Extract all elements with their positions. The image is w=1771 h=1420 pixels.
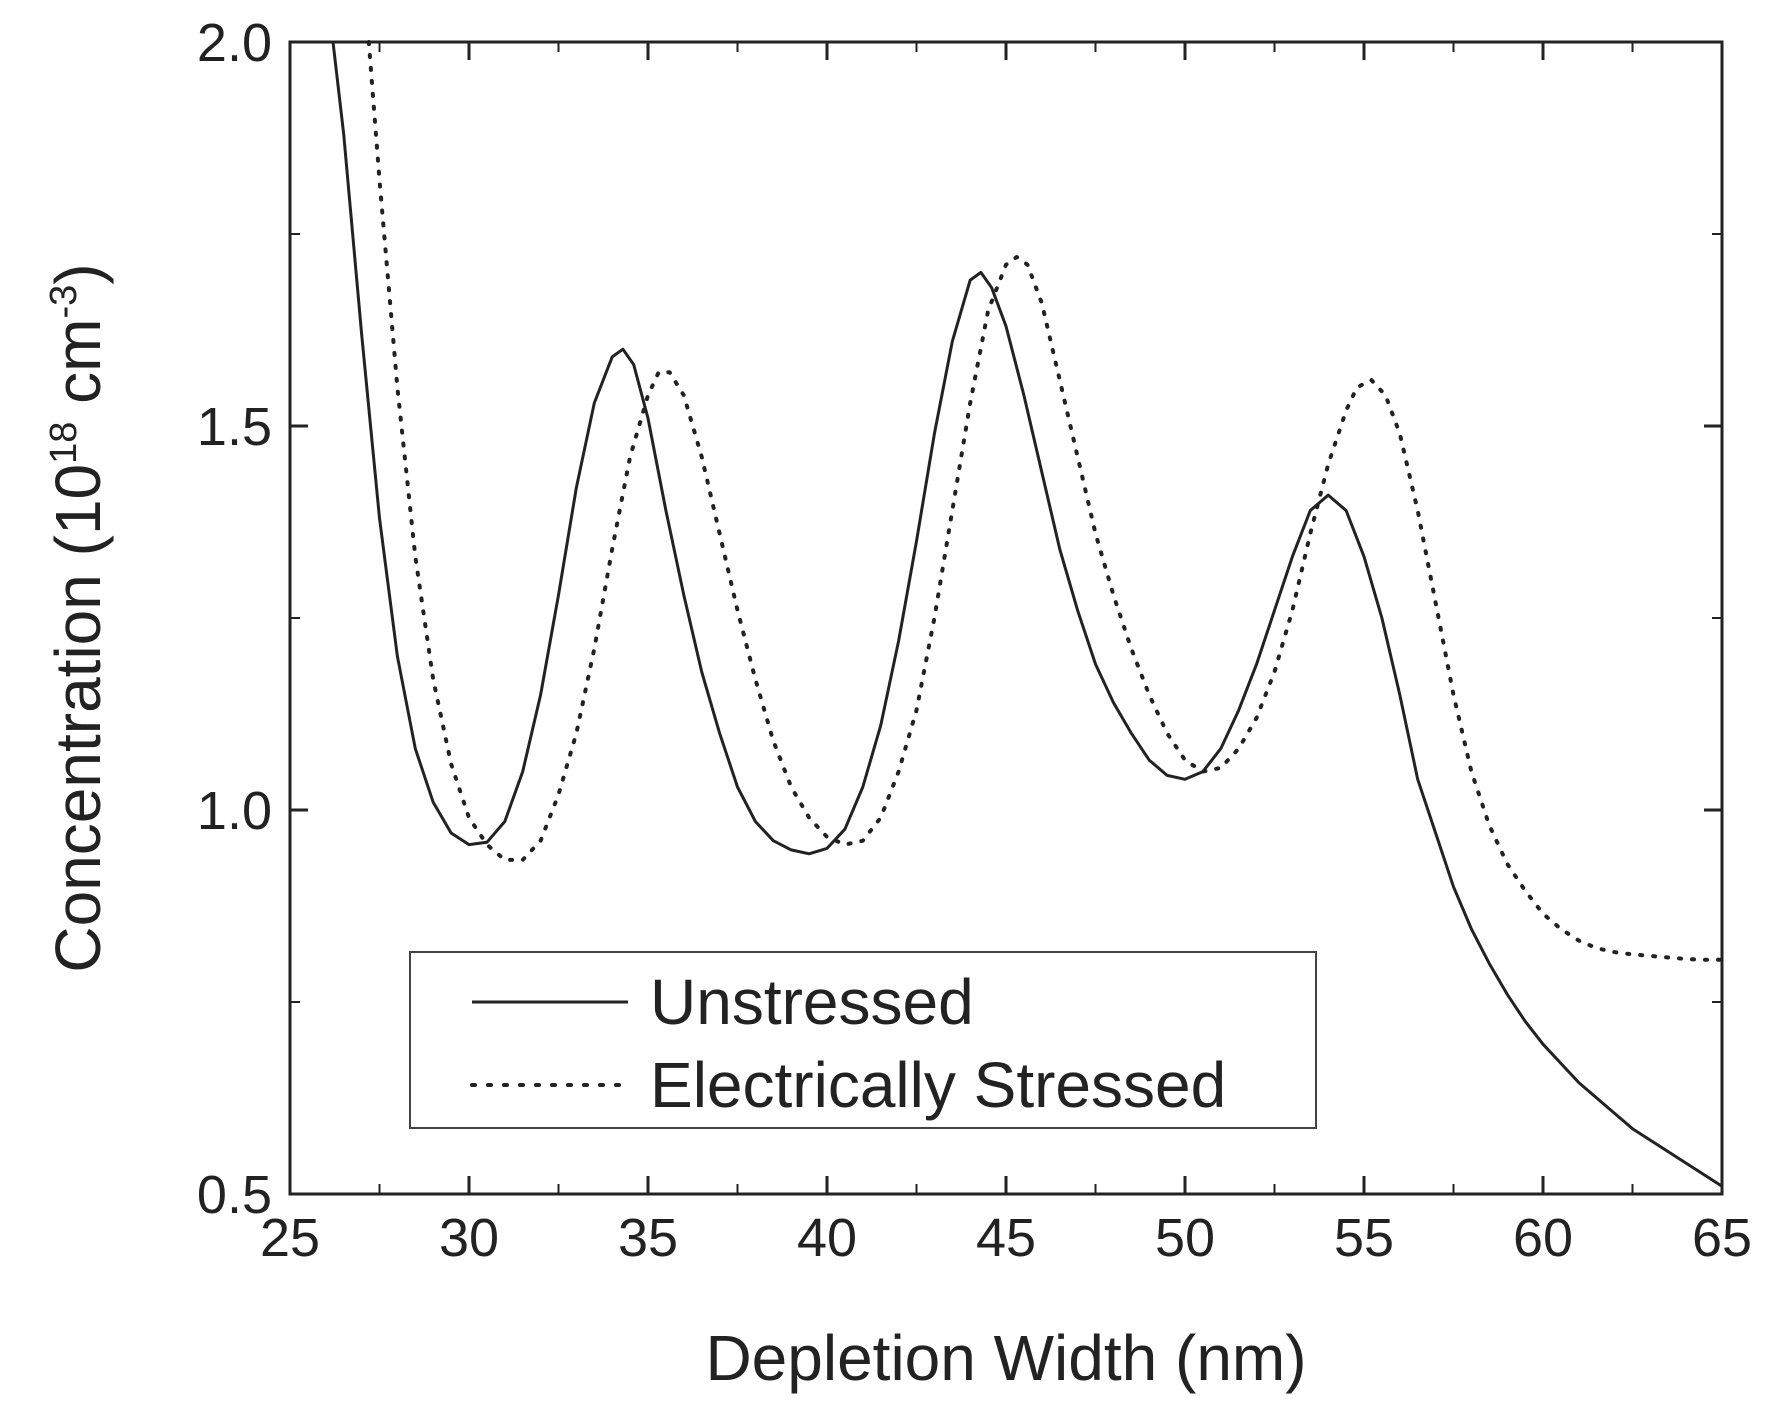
legend-label-unstressed: Unstressed xyxy=(650,966,974,1038)
y-axis-title-exp1: 18 xyxy=(43,422,85,464)
series-line-unstressed xyxy=(331,40,1724,1188)
y-axis-title-exp2: -3 xyxy=(43,285,85,319)
tick-layer xyxy=(288,40,1724,1196)
x-tick-label: 30 xyxy=(439,1208,499,1268)
y-tick-label: 0.5 xyxy=(197,1165,272,1225)
y-axis-title: Concentration (1018 cm-3) xyxy=(42,263,114,972)
x-tick-label: 65 xyxy=(1692,1208,1752,1268)
y-tick-label: 1.5 xyxy=(197,397,272,457)
y-axis-title-main: Concentration (10 xyxy=(42,464,114,973)
y-axis-title-unit: cm xyxy=(42,318,114,421)
x-tick-label: 60 xyxy=(1513,1208,1573,1268)
y-axis-title-close: ) xyxy=(42,263,114,284)
x-tick-label: 25 xyxy=(260,1208,320,1268)
x-axis-title: Depletion Width (nm) xyxy=(705,1322,1306,1394)
x-tick-label: 55 xyxy=(1334,1208,1394,1268)
x-tick-label: 50 xyxy=(1155,1208,1215,1268)
tick-label-layer: 25 30 35 40 45 50 55 60 65 0.5 1.0 1.5 2.0 xyxy=(197,13,1752,1268)
y-tick-label: 1.0 xyxy=(197,781,272,841)
x-tick-label: 40 xyxy=(797,1208,857,1268)
x-tick-label: 45 xyxy=(976,1208,1036,1268)
legend-label-electrically-stressed: Electrically Stressed xyxy=(650,1049,1226,1121)
series-layer xyxy=(331,40,1724,1188)
legend: Unstressed Electrically Stressed xyxy=(409,951,1317,1129)
y-tick-label: 2.0 xyxy=(197,13,272,73)
series-line-electrically-stressed xyxy=(366,40,1724,962)
legend-box xyxy=(409,951,1317,1129)
x-tick-label: 35 xyxy=(618,1208,678,1268)
